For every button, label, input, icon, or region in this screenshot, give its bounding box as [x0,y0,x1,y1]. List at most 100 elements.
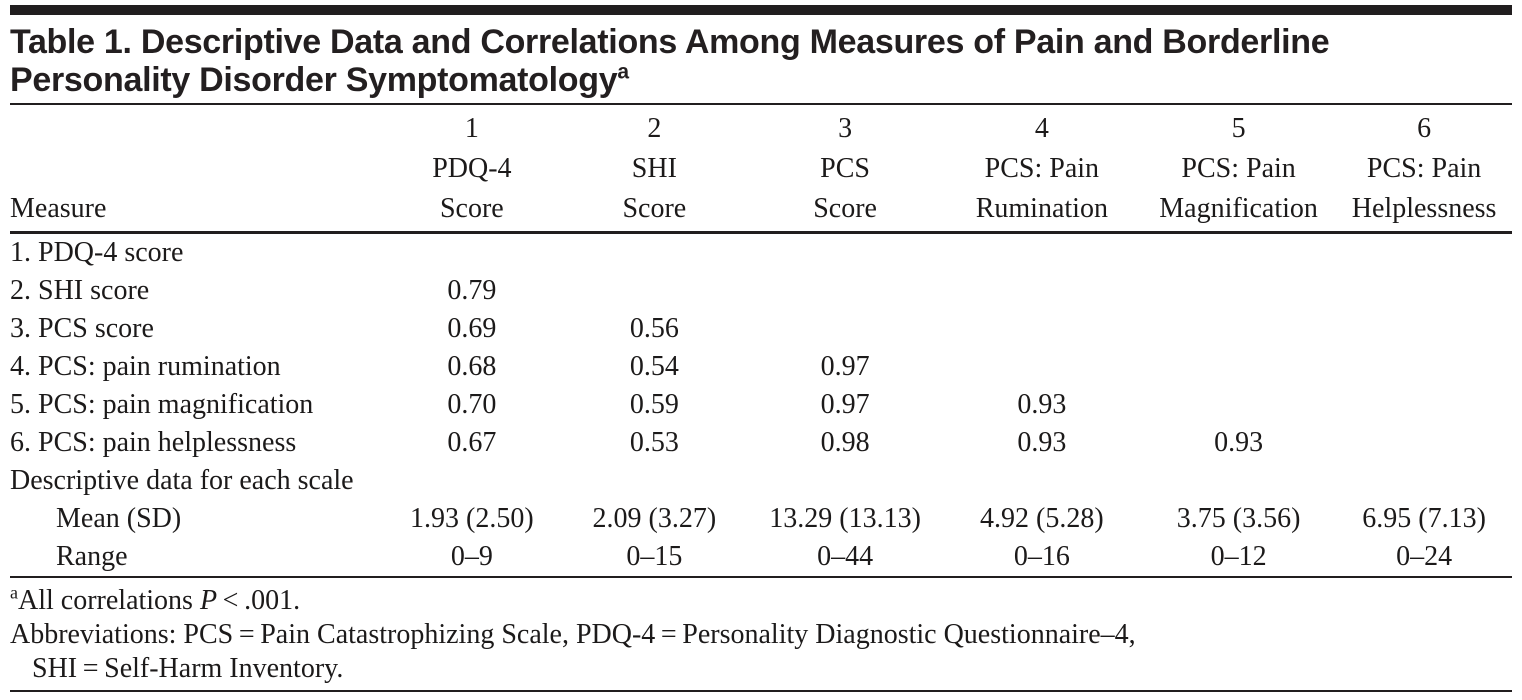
table-row: 3. PCS score 0.69 0.56 [10,310,1512,348]
column-label-line1: PCS: Pain [1366,153,1482,184]
column-label-line1: PCS [820,153,870,184]
footnote-marker: a [10,582,18,603]
cell-value: 0.53 [629,427,679,458]
row-label: 6. PCS: pain helplessness [10,427,297,458]
column-number: 5 [1231,113,1246,144]
cell-value: 1.93 (2.50) [410,503,534,534]
cell-value: 0.97 [820,389,870,420]
cell-value [747,272,942,310]
column-number: 1 [464,113,479,144]
cell-value: 4.92 (5.28) [980,503,1104,534]
cell-value: 0–24 [1396,541,1453,572]
column-label-line2: Score [439,193,504,224]
cell-value [1141,233,1336,273]
cell-value: 0.59 [629,389,679,420]
column-label-line1: PCS: Pain [1181,153,1296,184]
table-row: 2. SHI score 0.79 [10,272,1512,310]
cell-value [1336,233,1512,273]
header-row: Measure 1 PDQ-4 Score 2 SHI Score 3 PCS … [10,105,1512,233]
table-title: Table 1. Descriptive Data and Correlatio… [10,23,1512,99]
cell-value: 0.93 [1214,427,1264,458]
footnote-significance: aAll correlations P < .001. [10,584,1512,618]
footnote-p-symbol: P [199,585,218,616]
cell-value [943,272,1141,310]
column-header-3: 3 PCS Score [747,105,942,233]
table-row: Mean (SD) 1.93 (2.50) 2.09 (3.27) 13.29 … [10,500,1512,538]
cell-value [943,348,1141,386]
row-label: 4. PCS: pain rumination [10,351,281,382]
column-header-2: 2 SHI Score [561,105,747,233]
table-row: 1. PDQ-4 score [10,233,1512,273]
cell-value [1336,348,1512,386]
title-footnote-marker: a [617,60,629,84]
cell-value: 0.93 [1017,389,1067,420]
section-label: Descriptive data for each scale [10,465,354,496]
cell-value [1141,386,1336,424]
cell-value [1141,462,1336,500]
column-label-line2: Score [813,193,877,224]
top-rule-thick [10,5,1512,15]
cell-value: 0.93 [1017,427,1067,458]
cell-value: 0.67 [447,427,497,458]
column-number: 4 [1034,113,1049,144]
cell-value: 0.70 [447,389,497,420]
cell-value: 0–44 [817,541,874,572]
cell-value: 0–9 [450,541,493,572]
column-number: 6 [1417,113,1432,144]
column-header-measure: Measure [10,193,107,224]
row-label: 5. PCS: pain magnification [10,389,314,420]
cell-value [383,233,562,273]
table-row: 4. PCS: pain rumination 0.68 0.54 0.97 [10,348,1512,386]
row-label: Mean (SD) [56,503,182,534]
footnote-abbreviations-line1: Abbreviations: PCS = Pain Catastrophizin… [10,619,1136,650]
cell-value [943,233,1141,273]
column-header-5: 5 PCS: Pain Magnification [1141,105,1336,233]
table-bottom-rule [10,576,1512,578]
cell-value [1336,462,1512,500]
footnote-p-value: < .001. [217,585,301,616]
cell-value: 2.09 (3.27) [592,503,717,534]
table-title-line2: Personality Disorder Symptomatology [10,61,618,99]
column-label-line1: PCS: Pain [984,153,1100,184]
cell-value [1141,272,1336,310]
cell-value [561,462,747,500]
row-label: 1. PDQ-4 score [10,237,184,268]
column-label-line2: Score [622,193,687,224]
column-label-line2: Helplessness [1351,193,1497,224]
row-label: Range [56,541,128,572]
table-row: 5. PCS: pain magnification 0.70 0.59 0.9… [10,386,1512,424]
column-header-4: 4 PCS: Pain Rumination [943,105,1141,233]
row-label: 3. PCS score [10,313,154,344]
column-number: 2 [647,113,662,144]
cell-value: 6.95 (7.13) [1362,503,1486,534]
column-header-6: 6 PCS: Pain Helplessness [1336,105,1512,233]
row-label: 2. SHI score [10,275,150,306]
cell-value [747,233,942,273]
cell-value: 0.68 [447,351,497,382]
cell-value [561,272,747,310]
cell-value: 0–16 [1013,541,1070,572]
cell-value: 0.97 [820,351,870,382]
cell-value: 0.98 [820,427,870,458]
cell-value: 0.69 [447,313,497,344]
cell-value: 0.56 [629,313,679,344]
cell-value [1336,272,1512,310]
column-label-line2: Rumination [975,193,1108,224]
cell-value [561,233,747,273]
column-number: 3 [838,113,853,144]
table-row: 6. PCS: pain helplessness 0.67 0.53 0.98… [10,424,1512,462]
cell-value [1141,310,1336,348]
column-label-line1: SHI [631,153,677,184]
correlation-table: Measure 1 PDQ-4 Score 2 SHI Score 3 PCS … [10,105,1512,576]
cell-value: 0–12 [1210,541,1267,572]
cell-value: 3.75 (3.56) [1176,503,1301,534]
cell-value [943,310,1141,348]
cell-value [1336,386,1512,424]
footnote-text: All correlations [18,585,200,616]
cell-value [383,462,562,500]
cell-value: 0.79 [447,275,497,306]
table-row: Range 0–9 0–15 0–44 0–16 0–12 0–24 [10,538,1512,576]
cell-value [1141,348,1336,386]
figure-bottom-rule [10,690,1512,692]
cell-value [747,462,942,500]
